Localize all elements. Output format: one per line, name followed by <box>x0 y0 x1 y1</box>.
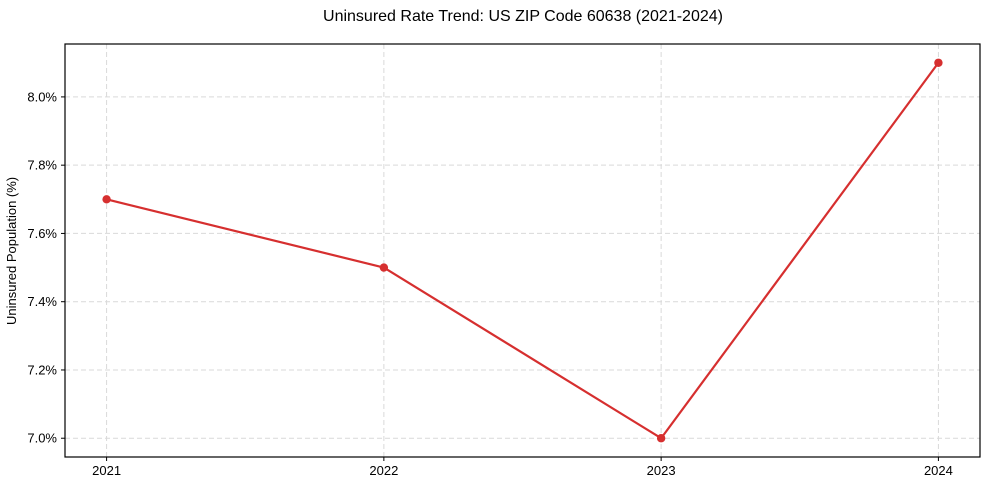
data-point <box>379 263 389 272</box>
plot-border <box>64 43 981 458</box>
data-point <box>934 58 943 67</box>
x-tick-label: 2021 <box>92 463 121 478</box>
data-point <box>656 434 666 443</box>
x-tick-label: 2023 <box>647 463 676 478</box>
x-tick-label: 2022 <box>369 463 398 478</box>
trend-line <box>105 61 940 440</box>
y-tick-label: 7.0% <box>27 431 57 446</box>
y-tick-label: 7.2% <box>27 362 57 377</box>
x-tick-label: 2024 <box>924 463 953 478</box>
chart-title: Uninsured Rate Trend: US ZIP Code 60638 … <box>323 8 723 25</box>
y-tick-label: 7.4% <box>27 294 57 309</box>
y-tick-label: 8.0% <box>27 89 57 104</box>
data-point <box>102 195 111 204</box>
y-tick-label: 7.8% <box>27 158 57 173</box>
y-tick-label: 7.6% <box>27 226 57 241</box>
